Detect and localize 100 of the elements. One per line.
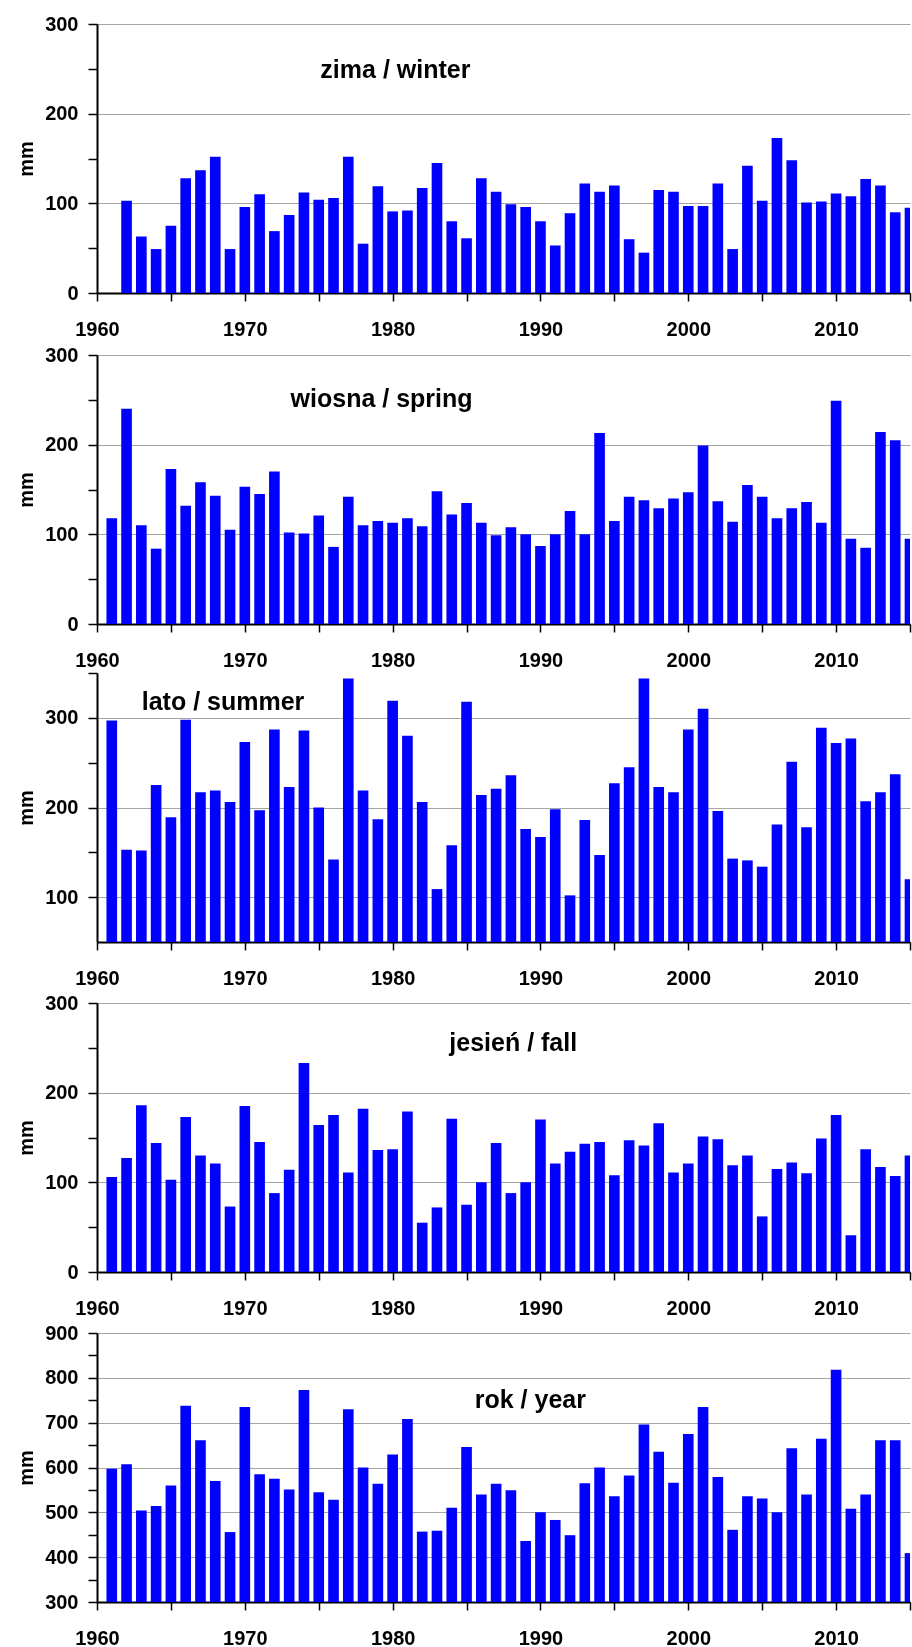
bar (771, 137, 783, 293)
bar (416, 1222, 428, 1272)
bar (786, 1162, 798, 1272)
bar (505, 204, 517, 293)
bar (609, 185, 620, 293)
bar (564, 511, 576, 624)
bar (520, 1182, 531, 1272)
y-tick-label: 300 (45, 343, 79, 366)
bar (801, 1173, 812, 1272)
y-tick-label: 0 (67, 1260, 79, 1283)
bar (180, 178, 192, 293)
bar (150, 249, 162, 293)
bar (298, 1063, 310, 1272)
bar (668, 498, 679, 624)
bar (535, 545, 546, 624)
bar (609, 520, 620, 624)
bar (165, 1179, 177, 1272)
y-tick-label: 100 (45, 191, 79, 214)
y-tick-label: 800 (45, 1366, 79, 1389)
y-tick-label: 100 (45, 1170, 79, 1193)
bar (875, 1167, 886, 1272)
bar (150, 548, 162, 624)
x-tick-label: 2010 (814, 317, 859, 340)
bar (564, 1151, 576, 1272)
bar (579, 1143, 591, 1272)
x-tick-label: 1980 (370, 1296, 416, 1319)
bar (269, 471, 280, 624)
y-tick-label: 300 (45, 12, 79, 35)
bar (121, 200, 132, 293)
bar (357, 1108, 369, 1272)
bar (845, 196, 857, 293)
x-tick-label: 1960 (75, 317, 120, 340)
bar (328, 1115, 339, 1272)
bar (328, 546, 339, 624)
text: rok / year (474, 1385, 587, 1414)
bar (845, 538, 857, 624)
bar (549, 1163, 561, 1272)
bar (490, 1142, 502, 1272)
x-tick-label: 1970 (223, 648, 268, 671)
bar (283, 532, 295, 624)
y-tick-label: 700 (45, 1411, 79, 1434)
bar (446, 514, 458, 624)
bar (712, 183, 724, 293)
x-tick-label: 2000 (666, 966, 712, 989)
bar (756, 200, 768, 293)
bar (594, 433, 605, 624)
bar (801, 502, 812, 624)
y-tick-label: 600 (45, 1456, 79, 1478)
bar (209, 1163, 221, 1272)
y-tick-label: 900 (45, 1321, 79, 1344)
bar (712, 501, 724, 624)
x-tick-label: 2010 (814, 1296, 859, 1319)
text: zima / winter (320, 54, 471, 83)
bar (830, 193, 842, 293)
bar (505, 527, 517, 624)
bar (372, 1150, 384, 1272)
bar (136, 236, 147, 293)
x-tick-label: 1990 (518, 317, 564, 340)
bar (224, 529, 236, 624)
bar (638, 252, 650, 293)
y-axis-title: mm (15, 1450, 38, 1486)
y-tick-label: 300 (45, 706, 79, 729)
bar (638, 500, 650, 624)
bar (638, 1145, 650, 1272)
x-tick-label: 1960 (75, 648, 120, 671)
bar (520, 206, 531, 293)
bar (697, 1136, 709, 1272)
bar (416, 188, 428, 293)
bar (387, 1149, 398, 1272)
bar (416, 526, 428, 624)
x-tick-label: 1970 (223, 1626, 268, 1647)
text: jesień / fall (448, 1028, 578, 1057)
x-tick-label: 1990 (518, 1296, 564, 1319)
bar (771, 518, 783, 624)
bar (431, 1207, 443, 1272)
y-tick-label: 200 (45, 1081, 79, 1104)
y-tick-label: 500 (45, 1500, 79, 1523)
bar (106, 518, 118, 624)
x-tick-label: 1970 (223, 966, 268, 989)
bar (195, 482, 206, 624)
bar (623, 496, 635, 624)
bar (860, 547, 871, 624)
bar (461, 502, 472, 624)
bar (815, 1138, 827, 1272)
bar (357, 243, 369, 293)
bar (269, 1193, 280, 1272)
bar (609, 1175, 620, 1272)
x-tick-label: 2000 (666, 648, 712, 671)
bar (357, 525, 369, 624)
bar (830, 1115, 842, 1272)
bar (387, 211, 398, 293)
bar (668, 191, 679, 293)
bar (239, 206, 251, 293)
bar (712, 1139, 724, 1272)
bar (535, 221, 546, 293)
x-tick-label: 2010 (814, 648, 859, 671)
bar (298, 192, 310, 293)
y-tick-label: 100 (45, 885, 79, 908)
bar (313, 199, 325, 293)
bar (815, 522, 827, 624)
